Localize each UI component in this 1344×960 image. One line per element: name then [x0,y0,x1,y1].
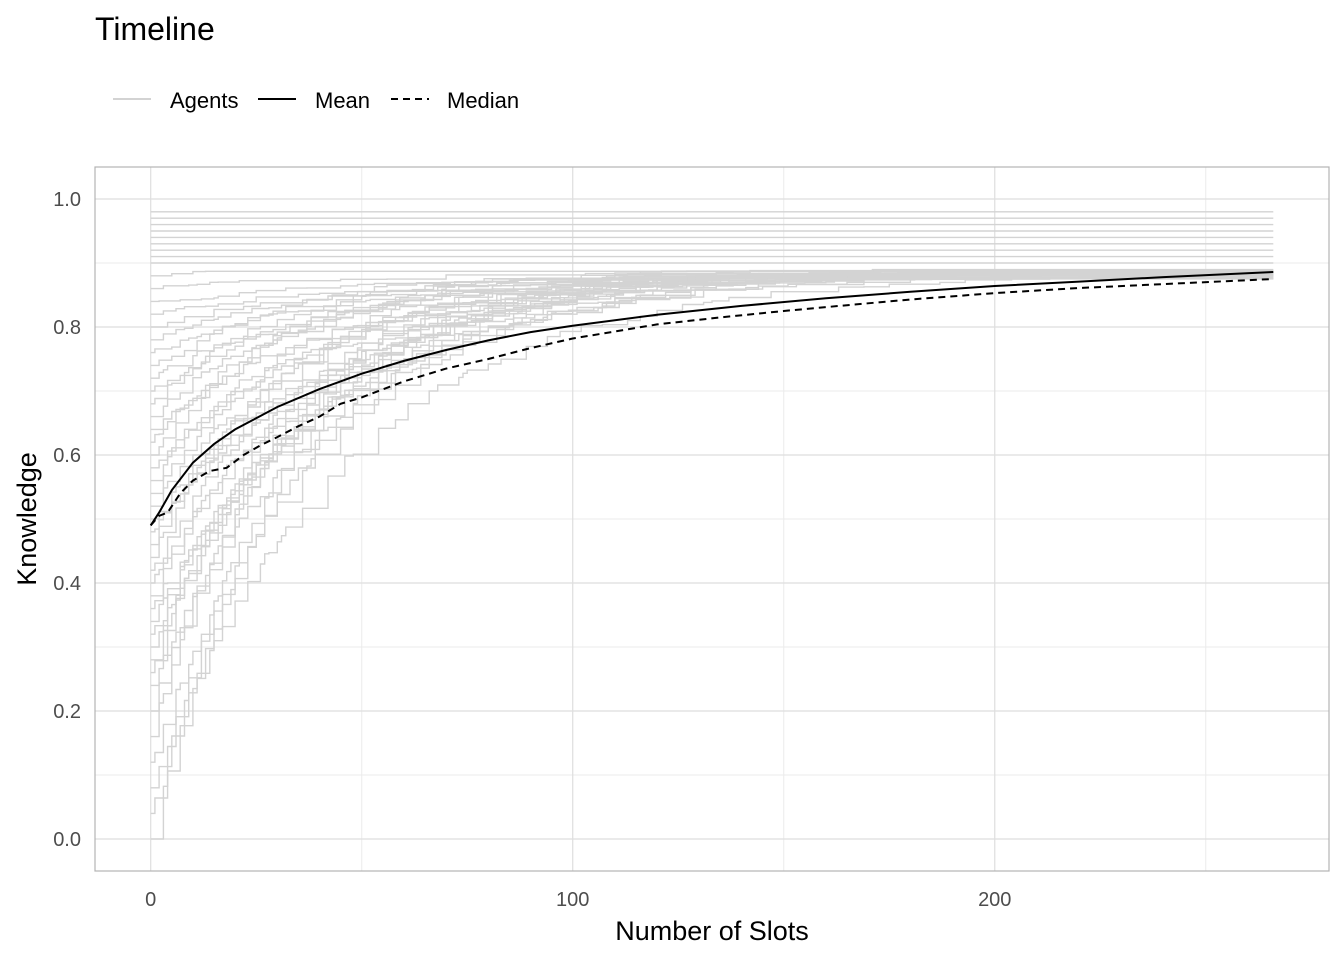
x-axis-title: Number of Slots [615,916,809,946]
y-tick-label: 0.0 [53,829,81,851]
x-tick-label: 0 [145,889,156,911]
chart-title: Timeline [95,11,215,47]
y-tick-label: 1.0 [53,189,81,211]
agent-line [150,272,1274,674]
y-axis-title: Knowledge [12,452,42,586]
agent-line [150,269,1274,559]
legend-label-median: Median [447,88,519,113]
x-tick-label: 200 [978,889,1011,911]
series-line-median [149,278,1274,527]
agent-lines [150,211,1274,840]
y-tick-label: 0.6 [53,445,81,467]
legend: Agents Mean Median [113,88,519,113]
summary-lines [149,271,1274,527]
panel-border [94,166,1330,872]
agent-line [150,274,1274,789]
y-tick-label: 0.8 [53,317,81,339]
x-tick-label: 100 [556,889,589,911]
agent-line [150,277,1274,815]
agent-line [150,268,1274,712]
agent-line [150,269,1274,763]
y-tick-label: 0.4 [53,573,81,595]
legend-label-agents: Agents [170,88,239,113]
agent-line [150,274,1274,661]
legend-label-mean: Mean [315,88,370,113]
agent-line [150,274,1274,840]
y-tick-label: 0.2 [53,701,81,723]
agent-line [150,275,1274,687]
series-line-mean [149,271,1274,526]
y-axis-ticks: 0.0 0.2 0.4 0.6 0.8 1.0 [53,189,81,851]
agent-line [150,272,1274,738]
x-axis-ticks: 0 100 200 [145,889,1011,911]
